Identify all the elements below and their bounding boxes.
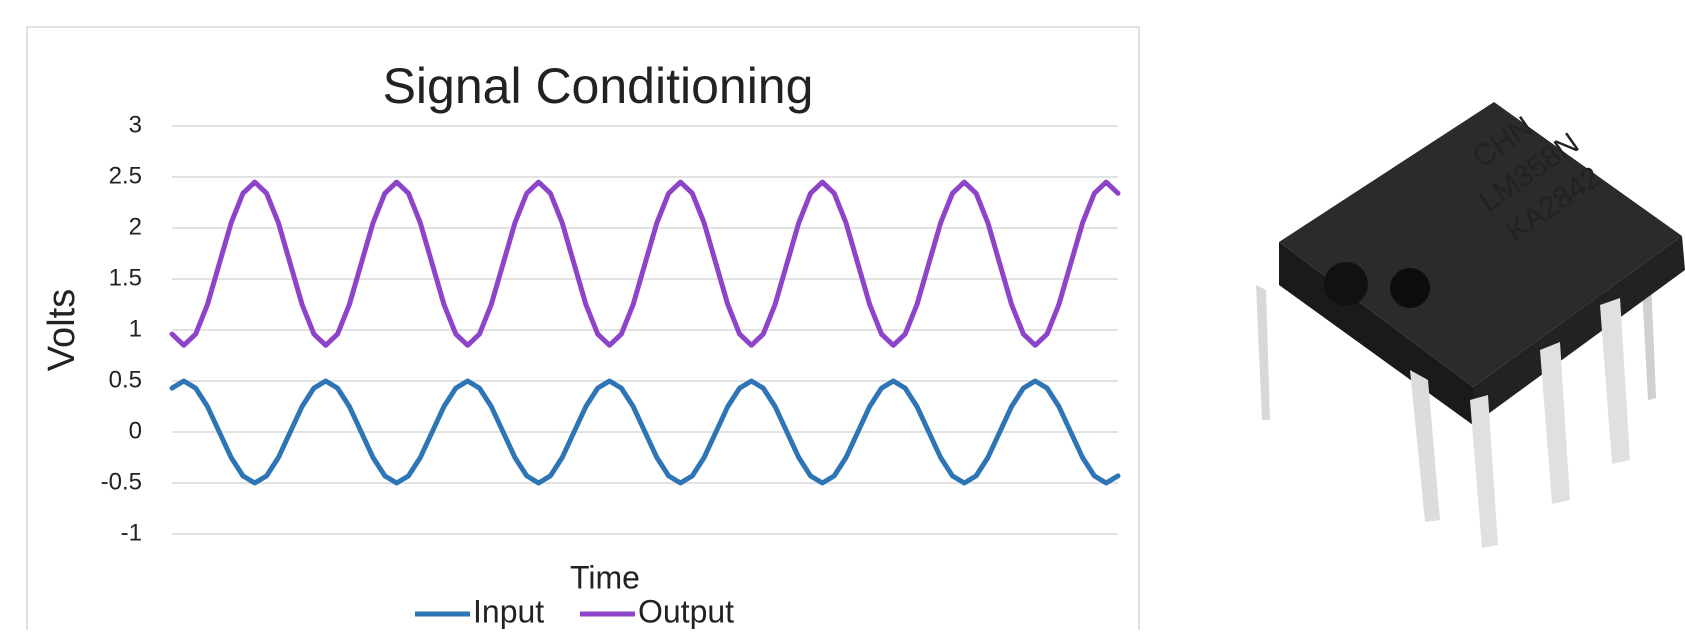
pin	[1470, 395, 1498, 548]
y-tick-label: 3	[129, 111, 142, 138]
series-line	[169, 179, 1121, 348]
y-tick-label: 1	[129, 315, 142, 342]
chip-top	[1279, 102, 1682, 387]
pin	[1600, 298, 1630, 464]
y-tick-label: -1	[121, 519, 142, 546]
pin	[1540, 342, 1570, 504]
series-line	[169, 378, 1121, 486]
pin	[1410, 370, 1440, 522]
y-tick-label: 0.5	[109, 366, 142, 393]
chip-photo: CHN LM358N KA2842	[1256, 102, 1685, 548]
y-tick-label: 2.5	[109, 162, 142, 189]
y-axis-label: Volts	[41, 289, 83, 371]
pin	[1256, 285, 1270, 420]
chip-dot	[1390, 268, 1430, 308]
chip-notch	[1324, 262, 1368, 306]
y-tick-label: 1.5	[109, 264, 142, 291]
y-tick-label: -0.5	[101, 468, 142, 495]
y-tick-label: 2	[129, 213, 142, 240]
legend-label: Input	[473, 593, 544, 629]
legend-label: Output	[638, 593, 734, 629]
chart-frame	[26, 26, 1140, 635]
x-axis-label: Time	[570, 559, 640, 595]
chip-side	[1473, 236, 1685, 425]
chart-title: Signal Conditioning	[383, 58, 814, 114]
y-tick-label: 0	[129, 417, 142, 444]
